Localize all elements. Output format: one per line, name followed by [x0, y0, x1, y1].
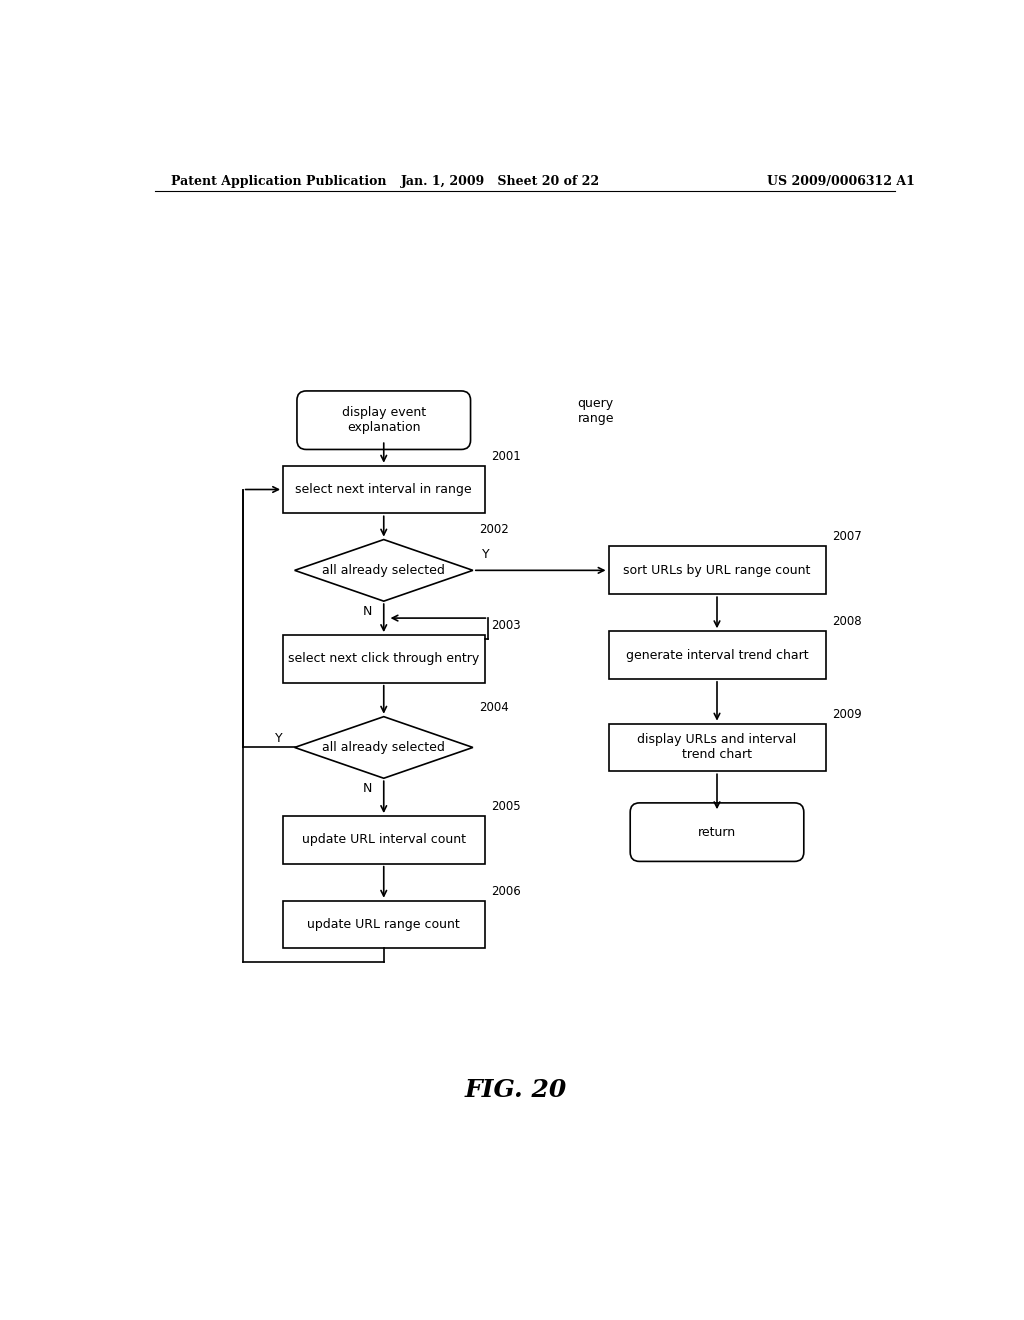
Text: 2003: 2003 [490, 619, 520, 632]
Bar [283, 816, 484, 863]
Text: 2008: 2008 [831, 615, 861, 628]
Text: N: N [362, 781, 372, 795]
FancyBboxPatch shape [297, 391, 471, 449]
FancyBboxPatch shape [630, 803, 804, 862]
Text: all already selected: all already selected [323, 741, 445, 754]
Bar [608, 723, 825, 771]
Text: Y: Y [275, 731, 283, 744]
Bar [283, 900, 484, 949]
Text: update URL interval count: update URL interval count [302, 833, 466, 846]
Text: display event
explanation: display event explanation [342, 407, 426, 434]
Text: update URL range count: update URL range count [307, 917, 460, 931]
Text: select next click through entry: select next click through entry [288, 652, 479, 665]
Text: Patent Application Publication: Patent Application Publication [171, 176, 386, 187]
Polygon shape [295, 540, 473, 601]
Text: query
range: query range [578, 397, 614, 425]
Text: return: return [698, 825, 736, 838]
Bar [608, 546, 825, 594]
Text: display URLs and interval
trend chart: display URLs and interval trend chart [637, 734, 797, 762]
Text: generate interval trend chart: generate interval trend chart [626, 648, 808, 661]
Text: 2002: 2002 [479, 524, 509, 536]
Text: 2004: 2004 [479, 701, 509, 714]
Text: Jan. 1, 2009   Sheet 20 of 22: Jan. 1, 2009 Sheet 20 of 22 [400, 176, 600, 187]
Bar [283, 635, 484, 682]
Text: FIG. 20: FIG. 20 [464, 1078, 566, 1102]
Text: US 2009/0006312 A1: US 2009/0006312 A1 [767, 176, 914, 187]
Text: all already selected: all already selected [323, 564, 445, 577]
Polygon shape [295, 717, 473, 779]
Text: N: N [362, 605, 372, 618]
Text: Y: Y [482, 548, 489, 561]
Bar [283, 466, 484, 513]
Text: 2009: 2009 [831, 708, 861, 721]
Text: 2007: 2007 [831, 531, 861, 544]
Text: 2006: 2006 [490, 884, 520, 898]
Text: 2005: 2005 [490, 800, 520, 813]
Text: select next interval in range: select next interval in range [296, 483, 472, 496]
Text: sort URLs by URL range count: sort URLs by URL range count [624, 564, 811, 577]
Text: 2001: 2001 [490, 450, 520, 462]
Bar [608, 631, 825, 678]
